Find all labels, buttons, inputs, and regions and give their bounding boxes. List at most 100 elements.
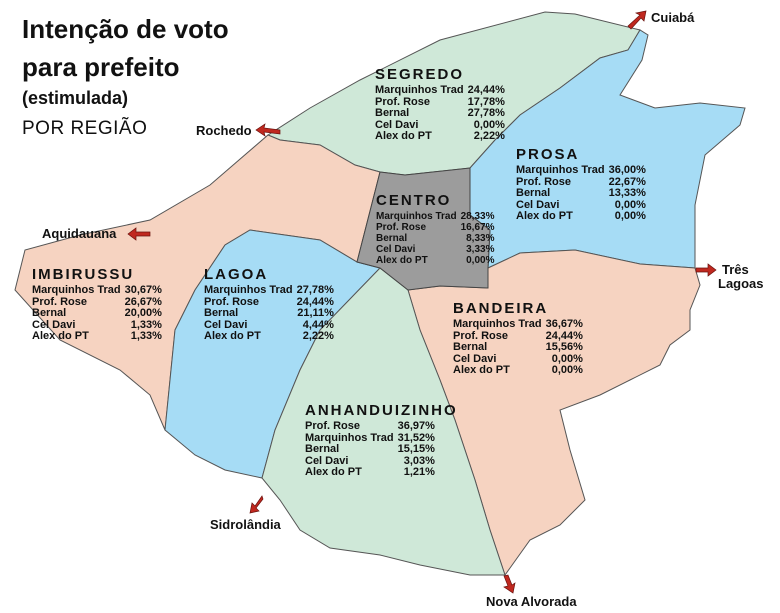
arrow-nova-alvorada-icon [503, 574, 516, 594]
city-nova-alvorada: Nova Alvorada [486, 594, 577, 609]
vote-percentage: 24,44% [296, 295, 334, 308]
arrow-tres-lagoas-icon [695, 263, 717, 277]
candidate-name: Prof. Rose [516, 175, 572, 188]
vote-table: Marquinhos Trad 36,67% Prof. Rose 24,44% Ber… [453, 318, 583, 377]
vote-table: Marquinhos Trad 27,78% Prof. Rose 24,44% Ber… [204, 284, 334, 343]
vote-percentage: 15,15% [397, 443, 435, 455]
region-imbirussu: IMBIRUSSU Marquinhos Trad 30,67% Prof. Rose… [32, 266, 162, 343]
arrow-rochedo-icon [255, 123, 281, 137]
arrow-sidrolandia-icon [249, 495, 264, 514]
candidate-name: Prof. Rose [32, 295, 88, 308]
vote-table: Marquinhos Trad 30,67% Prof. Rose 26,67% Ber… [32, 284, 162, 343]
vote-percentage: 2,22% [473, 130, 505, 142]
candidate-name: Prof. Rose [204, 295, 260, 308]
vote-percentage: 20,00% [124, 307, 162, 319]
candidate-name: Bernal [516, 187, 551, 199]
vote-row: Marquinhos Trad 24,44% [375, 84, 505, 97]
vote-percentage: 26,67% [124, 295, 162, 308]
vote-row: Bernal 15,56% [453, 341, 583, 354]
vote-percentage: 0,00% [473, 118, 505, 131]
candidate-name: Alex do PT [204, 330, 261, 342]
candidate-name: Cel Davi [453, 352, 497, 365]
candidate-name: Marquinhos Trad [376, 211, 457, 222]
vote-percentage: 0,00% [614, 198, 646, 211]
vote-percentage: 31,52% [397, 431, 435, 444]
candidate-name: Alex do PT [453, 364, 510, 376]
vote-row: Cel Davi 3,03% [305, 454, 435, 468]
city-aquidauana: Aquidauana [42, 226, 117, 241]
candidate-name: Marquinhos Trad [32, 284, 121, 296]
candidate-name: Cel Davi [376, 244, 416, 255]
candidate-name: Cel Davi [204, 318, 248, 331]
vote-row: Bernal 8,33% [376, 233, 494, 244]
candidate-name: Marquinhos Trad [516, 164, 605, 176]
vote-row: Bernal 15,15% [305, 443, 435, 456]
candidate-name: Prof. Rose [453, 329, 509, 342]
candidate-name: Bernal [32, 307, 67, 319]
vote-row: Alex do PT 0,00% [376, 255, 494, 266]
region-anhanduizinho: ANHANDUIZINHO Prof. Rose 36,97% Marquinhos … [305, 402, 458, 479]
vote-row: Cel Davi 4,44% [204, 318, 334, 332]
vote-row: Prof. Rose 24,44% [204, 295, 334, 309]
candidate-name: Bernal [375, 107, 410, 119]
vote-row: Prof. Rose 22,67% [516, 175, 646, 189]
vote-row: Alex do PT 0,00% [453, 364, 583, 377]
region-centro: CENTRO Marquinhos Trad 28,33% Prof. Rose 16,… [376, 192, 494, 266]
candidate-name: Cel Davi [32, 318, 76, 331]
vote-row: Marquinhos Trad 30,67% [32, 284, 162, 297]
vote-percentage: 8,33% [466, 233, 495, 244]
vote-row: Prof. Rose 16,67% [376, 222, 494, 233]
vote-percentage: 1,33% [130, 330, 162, 342]
candidate-name: Alex do PT [32, 330, 89, 342]
city-sidrolandia: Sidrolândia [210, 517, 281, 532]
region-lagoa: LAGOA Marquinhos Trad 27,78% Prof. Rose 24,4… [204, 266, 334, 343]
vote-percentage: 36,67% [545, 318, 583, 330]
vote-row: Marquinhos Trad 28,33% [376, 211, 494, 222]
title-line-3: (estimulada) [22, 88, 129, 108]
title-line-2: para prefeito [22, 52, 180, 82]
candidate-name: Alex do PT [375, 130, 432, 142]
vote-row: Alex do PT 2,22% [375, 130, 505, 143]
vote-percentage: 24,44% [545, 329, 583, 342]
candidate-name: Cel Davi [516, 198, 560, 211]
vote-row: Marquinhos Trad 31,52% [305, 431, 435, 445]
candidate-name: Alex do PT [516, 210, 573, 222]
city-tres-lagoas-line-2: Lagoas [718, 276, 764, 291]
vote-row: Bernal 27,78% [375, 107, 505, 120]
candidate-name: Cel Davi [305, 454, 349, 467]
vote-percentage: 27,78% [296, 284, 334, 296]
vote-row: Cel Davi 0,00% [516, 198, 646, 212]
vote-percentage: 27,78% [467, 107, 505, 119]
candidate-name: Cel Davi [375, 118, 419, 131]
vote-row: Bernal 13,33% [516, 187, 646, 200]
region-name: ANHANDUIZINHO [305, 402, 458, 419]
vote-percentage: 1,21% [403, 466, 435, 478]
vote-percentage: 28,33% [460, 211, 495, 222]
vote-percentage: 2,22% [302, 330, 334, 342]
vote-percentage: 3,33% [466, 244, 495, 255]
vote-row: Cel Davi 1,33% [32, 318, 162, 332]
vote-row: Prof. Rose 24,44% [453, 329, 583, 343]
vote-table: Marquinhos Trad 24,44% Prof. Rose 17,78% Ber… [375, 84, 505, 143]
candidate-name: Alex do PT [305, 466, 362, 478]
vote-row: Alex do PT 1,21% [305, 466, 435, 479]
candidate-name: Bernal [204, 307, 239, 319]
vote-row: Prof. Rose 36,97% [305, 420, 435, 433]
city-cuiaba: Cuiabá [651, 10, 695, 25]
vote-table: Marquinhos Trad 36,00% Prof. Rose 22,67% Ber… [516, 164, 646, 223]
candidate-name: Marquinhos Trad [204, 284, 293, 296]
vote-percentage: 0,00% [466, 255, 495, 266]
vote-percentage: 4,44% [302, 318, 334, 331]
vote-percentage: 30,67% [124, 284, 162, 296]
arrow-aquidauana-icon [127, 227, 151, 241]
region-name: BANDEIRA [453, 300, 549, 317]
vote-percentage: 13,33% [608, 187, 646, 199]
arrow-cuiaba-icon [627, 10, 647, 30]
city-rochedo: Rochedo [196, 123, 252, 138]
region-prosa-area [469, 29, 746, 269]
region-name: IMBIRUSSU [32, 266, 135, 283]
vote-row: Marquinhos Trad 27,78% [204, 284, 334, 297]
vote-row: Prof. Rose 26,67% [32, 295, 162, 309]
vote-percentage: 17,78% [467, 95, 505, 108]
